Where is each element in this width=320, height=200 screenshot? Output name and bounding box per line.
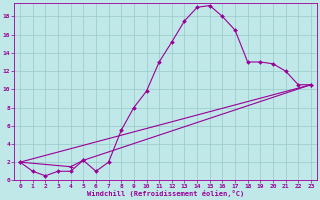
X-axis label: Windchill (Refroidissement éolien,°C): Windchill (Refroidissement éolien,°C): [87, 190, 244, 197]
